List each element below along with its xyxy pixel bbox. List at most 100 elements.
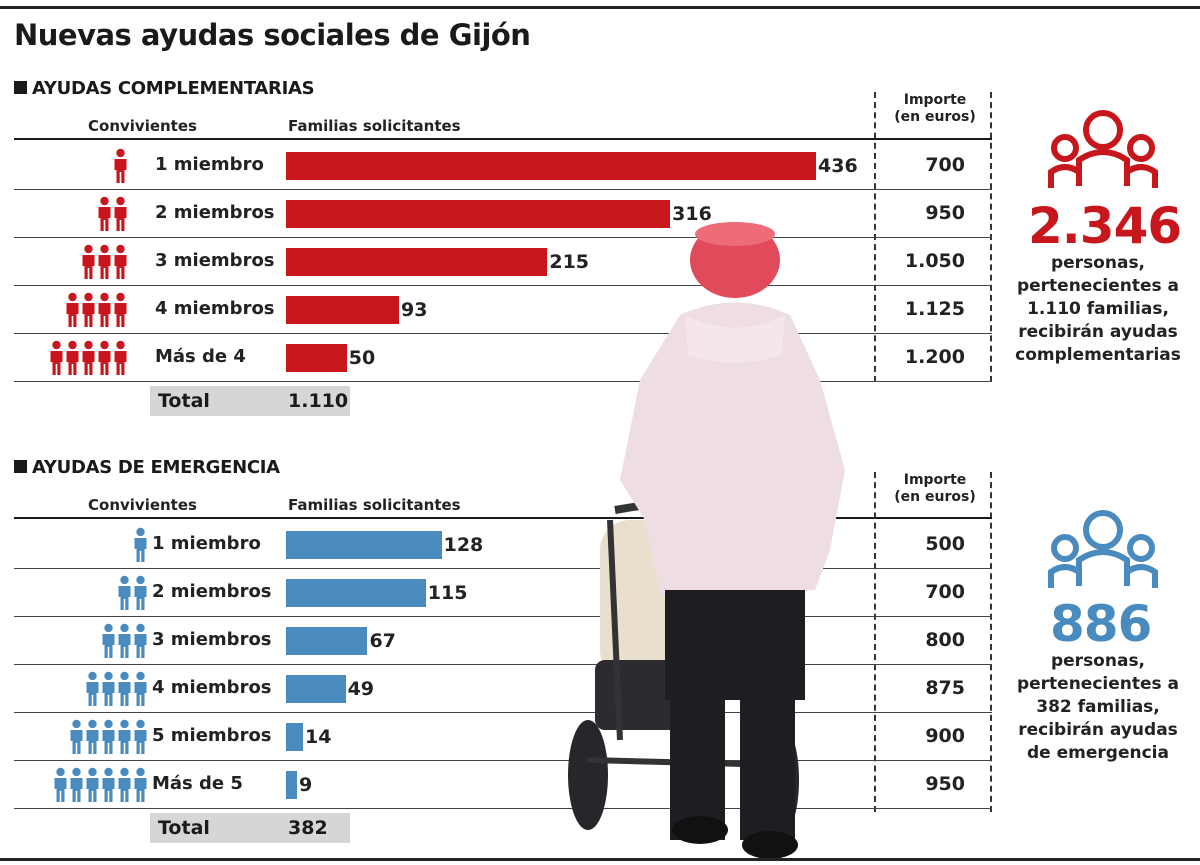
summary-line: pertenecientes a	[1016, 276, 1180, 296]
person-icons	[80, 244, 128, 292]
person-icons	[100, 623, 148, 671]
summary-line: recibirán ayudas	[1018, 322, 1178, 342]
section-title-emergencia: AYUDAS DE EMERGENCIA	[14, 457, 280, 478]
row-label: Más de 4	[155, 346, 246, 367]
amount-value: 700	[925, 154, 965, 176]
row-rule	[14, 664, 992, 665]
amount-value: 700	[925, 581, 965, 603]
bar-value: 316	[672, 203, 712, 225]
summary-line: recibirán ayudas	[1018, 720, 1178, 740]
person-icons	[132, 527, 148, 575]
summary-red-description: personas, pertenecientes a 1.110 familia…	[1003, 252, 1193, 367]
row-rule	[14, 333, 992, 334]
person-icons	[52, 767, 148, 815]
amount-value: 500	[925, 533, 965, 555]
row-label: 3 miembros	[152, 629, 272, 650]
woman-illustration	[620, 222, 845, 859]
bar-value: 50	[348, 347, 376, 369]
total-box	[150, 813, 350, 843]
summary-line: de emergencia	[1027, 743, 1169, 763]
bar	[286, 675, 346, 703]
bar	[286, 531, 442, 559]
importe-header-line2: (en euros)	[894, 109, 976, 125]
person-icons	[84, 671, 148, 719]
amount-value: 800	[925, 629, 965, 651]
importe-divider-left	[874, 472, 876, 812]
bar	[286, 723, 304, 751]
summary-blue-description: personas, pertenecientes a 382 familias,…	[1003, 650, 1193, 765]
header-rule	[14, 517, 992, 519]
row-label: 4 miembros	[155, 298, 275, 319]
summary-line: complementarias	[1015, 345, 1181, 365]
bar	[286, 248, 548, 276]
row-label: 4 miembros	[152, 677, 272, 698]
summary-line: 1.110 familias,	[1027, 299, 1169, 319]
amount-value: 950	[925, 773, 965, 795]
importe-header: Importe (en euros)	[880, 472, 990, 506]
bar-value: 436	[818, 155, 858, 177]
row-rule	[14, 381, 992, 382]
bar-value: 115	[427, 582, 468, 604]
convivientes-header: Convivientes	[88, 117, 197, 135]
total-label: Total	[158, 817, 210, 839]
section-title-complementarias: AYUDAS COMPLEMENTARIAS	[14, 78, 315, 99]
bar-value: 9	[298, 774, 313, 796]
total-label: Total	[158, 390, 210, 412]
bar	[286, 579, 426, 607]
amount-value: 1.125	[904, 298, 965, 320]
total-box	[150, 386, 350, 416]
person-icons	[96, 196, 128, 244]
person-icons	[112, 148, 128, 196]
summary-line: personas,	[1050, 651, 1146, 671]
bar-value: 93	[401, 299, 428, 321]
summary-line: personas,	[1050, 253, 1146, 273]
summary-line: pertenecientes a	[1016, 674, 1180, 694]
row-rule	[14, 808, 992, 809]
page-title: Nuevas ayudas sociales de Gijón	[14, 18, 531, 52]
family-group-icon-blue	[1048, 510, 1158, 588]
bar-value: 128	[443, 534, 484, 556]
amount-value: 900	[925, 725, 965, 747]
person-icons	[68, 719, 148, 767]
person-icons	[48, 340, 128, 388]
bottom-rule	[0, 858, 1200, 861]
section-title-text: AYUDAS DE EMERGENCIA	[32, 457, 280, 478]
row-rule	[14, 616, 992, 617]
total-value: 1.110	[288, 390, 349, 412]
section-title-text: AYUDAS COMPLEMENTARIAS	[32, 78, 315, 99]
bar	[286, 771, 297, 799]
header-rule	[14, 138, 992, 140]
importe-header-line1: Importe	[903, 92, 967, 108]
row-rule	[14, 760, 992, 761]
importe-header-line1: Importe	[903, 472, 967, 488]
summary-blue-number: 886	[1050, 595, 1152, 653]
row-rule	[14, 237, 992, 238]
amount-value: 950	[925, 202, 965, 224]
bar-value: 49	[347, 678, 375, 700]
amount-value: 1.050	[904, 250, 965, 272]
row-rule	[14, 189, 992, 190]
row-label: 3 miembros	[155, 250, 275, 271]
bar-value: 67	[369, 630, 396, 652]
row-label: 1 miembro	[152, 533, 261, 554]
row-rule	[14, 712, 992, 713]
person-icons	[64, 292, 128, 340]
convivientes-header: Convivientes	[88, 496, 197, 514]
row-label: Más de 5	[152, 773, 243, 794]
bar-value: 14	[305, 726, 332, 748]
section-marker	[14, 460, 27, 473]
row-rule	[14, 285, 992, 286]
bar	[286, 627, 368, 655]
row-label: 2 miembros	[155, 202, 275, 223]
person-icons	[116, 575, 148, 623]
summary-line: 382 familias,	[1036, 697, 1160, 717]
total-value: 382	[288, 817, 328, 839]
amount-value: 875	[925, 677, 965, 699]
section-marker	[14, 81, 27, 94]
row-label: 1 miembro	[155, 154, 264, 175]
importe-divider-right	[990, 472, 992, 812]
bar	[286, 296, 400, 324]
woman-with-pram-photo	[568, 222, 845, 859]
bar	[286, 200, 671, 228]
bar	[286, 344, 347, 372]
